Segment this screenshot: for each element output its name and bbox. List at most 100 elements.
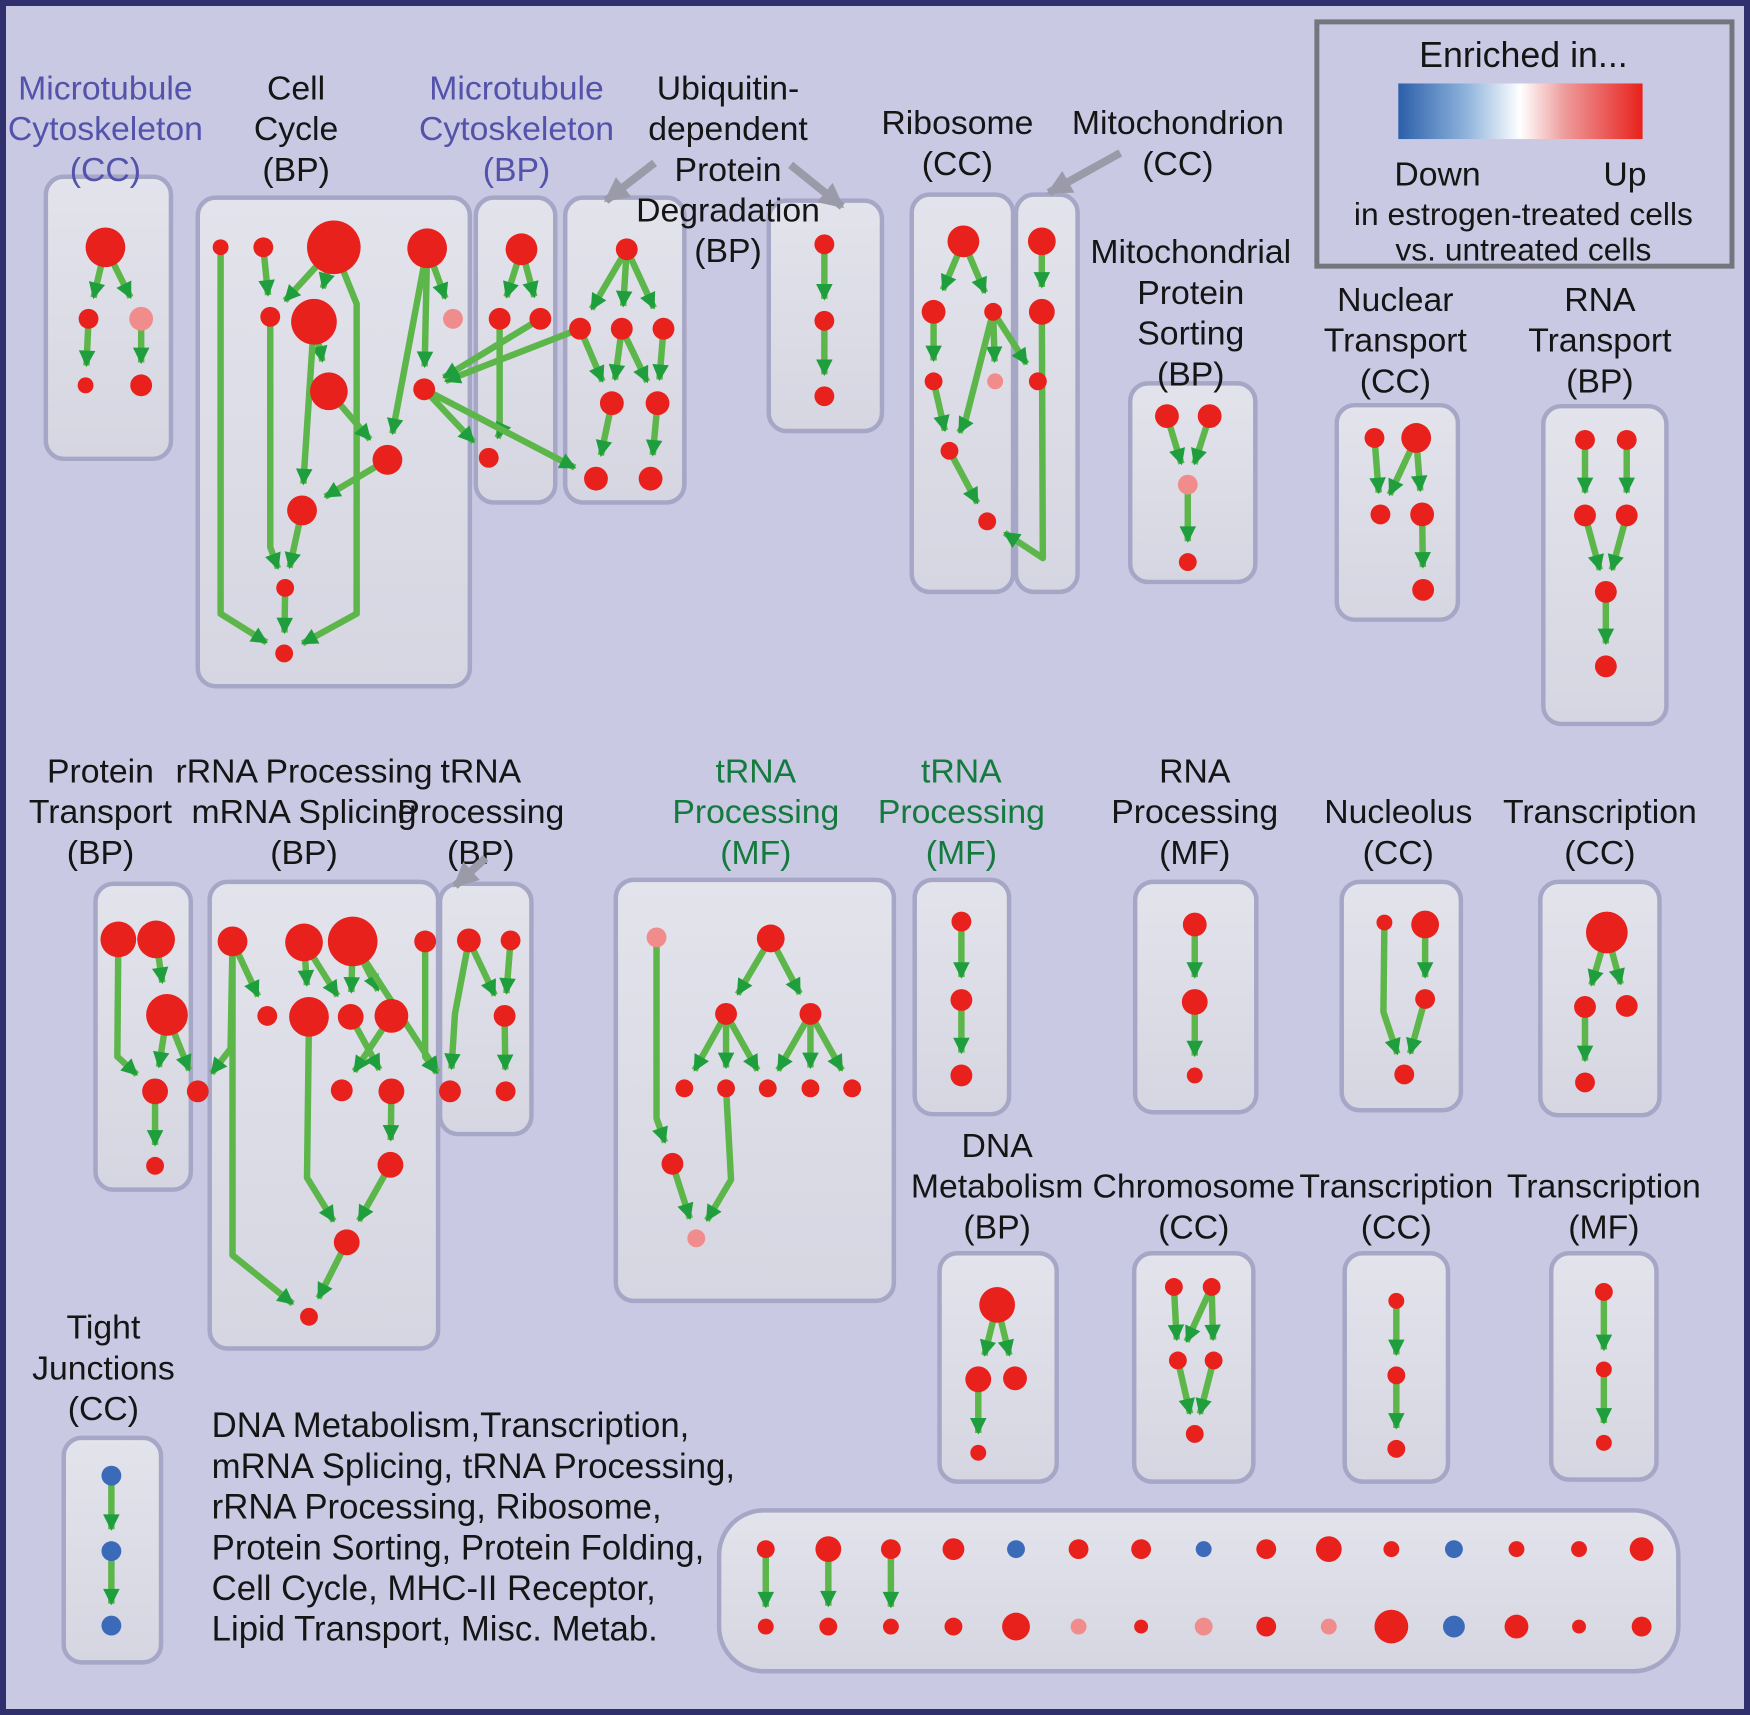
go-term-node-z15 [1629, 1537, 1654, 1562]
go-term-node-p8 [801, 1079, 820, 1098]
go-term-node-q3 [950, 1064, 973, 1087]
cell-cycle-bp-label: (BP) [262, 151, 330, 189]
transcription-cc-mid-label: Transcription [1503, 793, 1697, 831]
go-term-node-p9 [843, 1079, 862, 1098]
go-term-node-z4 [942, 1538, 965, 1561]
go-term-node-y1 [101, 1465, 122, 1486]
go-term-node-w2 [1387, 1366, 1406, 1385]
go-term-node-p5 [675, 1079, 694, 1098]
go-term-node-m2 [285, 923, 323, 962]
go-term-node-b1 [212, 239, 229, 256]
go-term-node-z2 [815, 1536, 842, 1563]
edge-n1-n4 [444, 939, 473, 1071]
go-term-node-f5 [987, 373, 1004, 390]
go-term-node-a4 [77, 377, 94, 394]
go-term-node-c4 [478, 447, 499, 468]
edge-s1-s4 [1380, 922, 1401, 1056]
go-term-node-k1 [1575, 430, 1595, 450]
go-term-node-f1 [947, 225, 980, 258]
legend-caption-line2: vs. untreated cells [1395, 232, 1651, 268]
transcription-mf-label: (MF) [1568, 1208, 1639, 1246]
go-term-node-t4 [1575, 1072, 1595, 1093]
transcription-cc-bottom-label: Transcription [1299, 1168, 1493, 1206]
transcription-mf-label: Transcription [1507, 1168, 1701, 1206]
go-term-node-n1 [456, 928, 481, 953]
go-term-node-n3 [493, 1004, 516, 1027]
go-term-node-z25 [1320, 1618, 1337, 1635]
go-term-node-t3 [1615, 995, 1638, 1017]
edge-f3-h3 [990, 310, 1030, 366]
go-term-node-j4 [1410, 502, 1435, 527]
protein-transport-bp-label: Transport [29, 793, 173, 831]
go-term-node-m8 [374, 999, 409, 1033]
go-term-node-z21 [1070, 1618, 1087, 1635]
go-term-node-v2 [1202, 1278, 1221, 1296]
go-term-node-b11 [287, 495, 317, 526]
go-term-node-y3 [101, 1615, 122, 1636]
go-term-node-n2 [500, 930, 521, 951]
go-term-node-i2 [1197, 404, 1222, 429]
cell-cycle-bp-label: Cell [267, 69, 325, 107]
misc-terms-line-5: Cell Cycle, MHC-II Receptor, [212, 1570, 656, 1608]
edge-p1-p10 [652, 937, 668, 1144]
go-term-node-z16 [757, 1618, 774, 1635]
go-term-node-z12 [1444, 1540, 1463, 1559]
go-term-node-u1 [979, 1286, 1016, 1323]
rrna-processing-mrna-splicing-bp-box [207, 879, 441, 1351]
go-term-node-l3 [146, 994, 188, 1036]
edge-v4-v5 [1195, 1359, 1217, 1416]
label-pointer-arrow-2 [788, 161, 845, 210]
nuclear-transport-cc-label: Nuclear [1337, 281, 1453, 319]
go-term-node-k6 [1594, 655, 1617, 678]
transcription-cc-bottom-label: (CC) [1361, 1208, 1432, 1246]
go-term-node-p1 [646, 927, 667, 948]
go-term-node-d8 [638, 466, 663, 491]
go-term-node-v3 [1168, 1351, 1187, 1370]
go-term-node-z11 [1383, 1541, 1400, 1558]
ubiquitin-dependent-protein-degradation-bp-label: dependent [648, 110, 808, 148]
go-term-node-m9 [330, 1079, 353, 1102]
go-term-node-d6 [645, 391, 670, 416]
edge-h2-f7 [1002, 311, 1047, 562]
go-term-node-h1 [1027, 227, 1056, 256]
go-term-node-a5 [130, 374, 153, 397]
dna-metabolism-bp-box [937, 1250, 1059, 1484]
go-term-node-v5 [1185, 1425, 1204, 1443]
rna-processing-mf-label: (MF) [1159, 834, 1230, 872]
edge-b9-c4 [421, 387, 477, 445]
rrna-processing-mrna-splicing-bp-label: (BP) [270, 834, 338, 872]
go-term-node-m10 [378, 1078, 405, 1105]
rna-processing-mf-label: RNA [1159, 753, 1231, 791]
ribosome-cc-label: Ribosome [881, 104, 1033, 142]
go-term-node-z19 [944, 1617, 963, 1636]
trna-processing-bp-label: Processing [397, 793, 564, 831]
ribosome-cc-label: (CC) [922, 145, 993, 183]
protein-transport-bp-label: (BP) [67, 834, 135, 872]
go-term-node-z24 [1256, 1616, 1277, 1637]
go-term-node-b8 [309, 372, 348, 411]
go-term-node-p11 [687, 1229, 706, 1248]
go-term-node-z7 [1131, 1539, 1152, 1560]
misc-terms-line-2: mRNA Splicing, tRNA Processing, [212, 1448, 735, 1486]
go-term-node-l2 [137, 920, 175, 959]
legend: Enriched in... Down Up in estrogen-treat… [1314, 19, 1735, 269]
nuclear-transport-cc-box [1334, 402, 1461, 622]
edge-l1-l4 [114, 939, 139, 1077]
go-term-node-z27 [1442, 1615, 1465, 1638]
edge-d1-d2 [588, 247, 630, 311]
microtubule-cytoskeleton-bp-label: (BP) [483, 151, 551, 189]
misc-terms-line-1: DNA Metabolism,Transcription, [212, 1407, 690, 1445]
legend-title: Enriched in... [1419, 35, 1628, 75]
edge-v2-v3 [1183, 1285, 1215, 1344]
trna-processing-mf-large-label: (MF) [720, 834, 791, 872]
go-term-node-b9 [413, 378, 436, 401]
nodes-layer [77, 220, 1654, 1644]
legend-caption-line1: in estrogen-treated cells [1354, 196, 1693, 232]
edge-c3-b9 [442, 316, 543, 381]
trna-processing-mf-small-label: (MF) [926, 834, 997, 872]
go-term-node-z20 [1002, 1612, 1030, 1641]
go-term-node-p7 [758, 1079, 777, 1098]
go-term-node-m13 [300, 1307, 318, 1326]
go-term-node-j3 [1370, 504, 1391, 525]
mitochondrion-cc-box [1013, 192, 1080, 595]
